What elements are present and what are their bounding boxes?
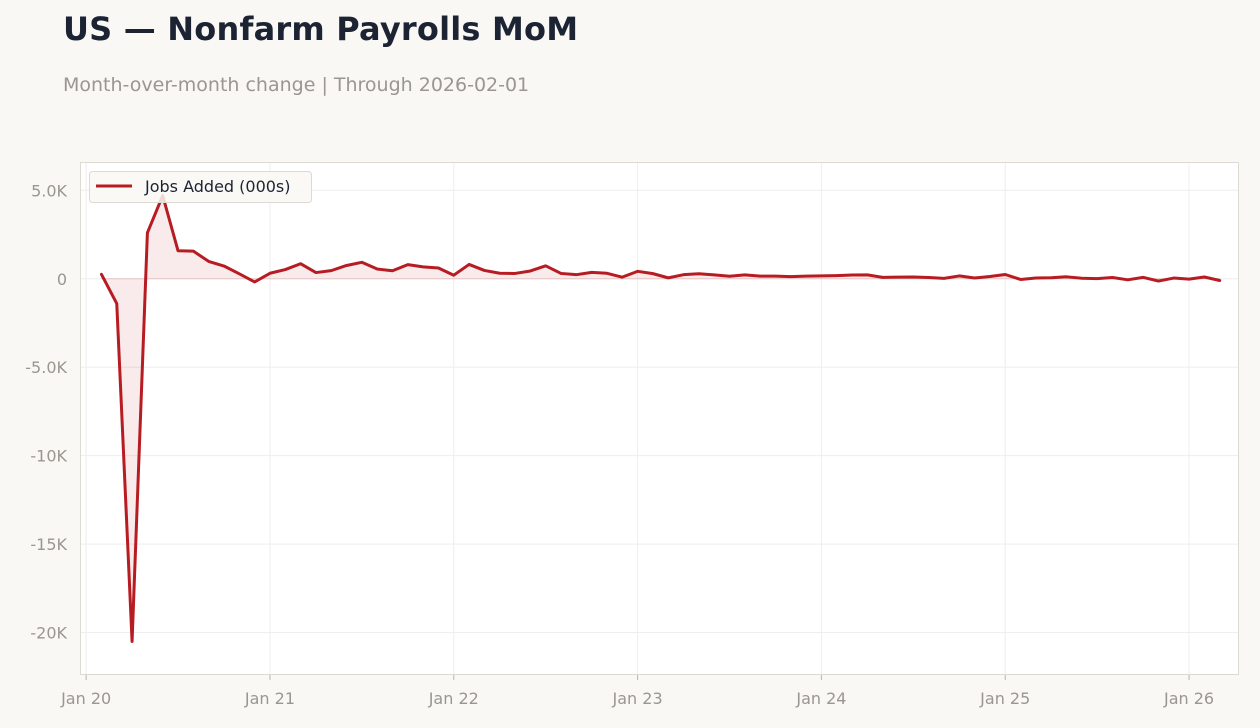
data-point [345, 264, 348, 267]
y-tick-label: -20K [30, 624, 67, 643]
data-point [207, 260, 210, 263]
data-point [1065, 275, 1068, 278]
data-point [973, 277, 976, 280]
data-point [1096, 277, 1099, 280]
chart-title: US — Nonfarm Payrolls MoM [63, 10, 579, 48]
data-point [1050, 276, 1053, 279]
data-point [268, 272, 271, 275]
data-point [284, 268, 287, 271]
data-point [1218, 279, 1221, 282]
data-point [988, 275, 991, 278]
data-point [498, 272, 501, 275]
data-point [759, 275, 762, 278]
x-tick-label: Jan 22 [428, 689, 479, 708]
data-point [942, 277, 945, 280]
data-point [115, 302, 118, 305]
x-tick-label: Jan 25 [979, 689, 1030, 708]
chart-subtitle: Month-over-month change | Through 2026-0… [63, 74, 530, 96]
data-point [1126, 278, 1129, 281]
data-point [146, 231, 149, 234]
data-point [621, 276, 624, 279]
data-point [1019, 278, 1022, 281]
data-point [820, 274, 823, 277]
series-line [99, 194, 1222, 643]
data-point [1157, 280, 1160, 283]
data-point [728, 275, 731, 278]
x-tick-label: Jan 24 [795, 689, 846, 708]
data-point [1203, 275, 1206, 278]
data-point [437, 266, 440, 269]
data-point [299, 262, 302, 265]
data-point [575, 273, 578, 276]
data-point [1080, 277, 1083, 280]
data-point [330, 269, 333, 272]
x-tick-label: Jan 21 [244, 689, 295, 708]
data-point [667, 276, 670, 279]
data-point [177, 249, 180, 252]
data-point [897, 276, 900, 279]
data-point [529, 269, 532, 272]
data-point [743, 273, 746, 276]
data-point [958, 274, 961, 277]
data-point [912, 275, 915, 278]
data-point [1004, 273, 1007, 276]
data-point [222, 265, 225, 268]
data-point [544, 264, 547, 267]
data-point [1142, 276, 1145, 279]
data-point [391, 269, 394, 272]
x-tick-label: Jan 20 [60, 689, 111, 708]
data-point [835, 274, 838, 277]
x-tick-label: Jan 26 [1163, 689, 1214, 708]
data-point [713, 273, 716, 276]
data-point [881, 276, 884, 279]
data-point [789, 275, 792, 278]
data-point [238, 272, 241, 275]
legend-label: Jobs Added (000s) [144, 177, 291, 196]
data-point [590, 271, 593, 274]
data-point [253, 280, 256, 283]
data-point [851, 274, 854, 277]
data-point [927, 276, 930, 279]
data-point [514, 272, 517, 275]
data-point [636, 270, 639, 273]
data-point [605, 272, 608, 275]
data-point [100, 273, 103, 276]
data-point [866, 273, 869, 276]
data-point [1111, 276, 1114, 279]
data-point [697, 272, 700, 275]
y-tick-label: 5.0K [31, 181, 67, 200]
axes-frame [80, 162, 1239, 675]
legend-box [89, 171, 312, 203]
data-point [131, 640, 134, 643]
y-tick-label: -10K [30, 447, 67, 466]
x-tick-label: Jan 23 [612, 689, 663, 708]
data-point [422, 265, 425, 268]
data-point [651, 272, 654, 275]
y-tick-label: -15K [30, 535, 67, 554]
data-point [774, 275, 777, 278]
data-point [1034, 277, 1037, 280]
data-point [560, 272, 563, 275]
data-point [468, 263, 471, 266]
data-point [314, 271, 317, 274]
data-point [452, 274, 455, 277]
data-point [406, 263, 409, 266]
data-point [483, 269, 486, 272]
data-point [1188, 278, 1191, 281]
y-tick-label: 0 [57, 270, 67, 289]
data-point [192, 250, 195, 253]
data-point [805, 275, 808, 278]
plot-area [80, 162, 1239, 675]
y-tick-label: -5.0K [25, 358, 67, 377]
data-point [360, 261, 363, 264]
data-point [1172, 277, 1175, 280]
data-point [376, 268, 379, 271]
data-point [682, 273, 685, 276]
